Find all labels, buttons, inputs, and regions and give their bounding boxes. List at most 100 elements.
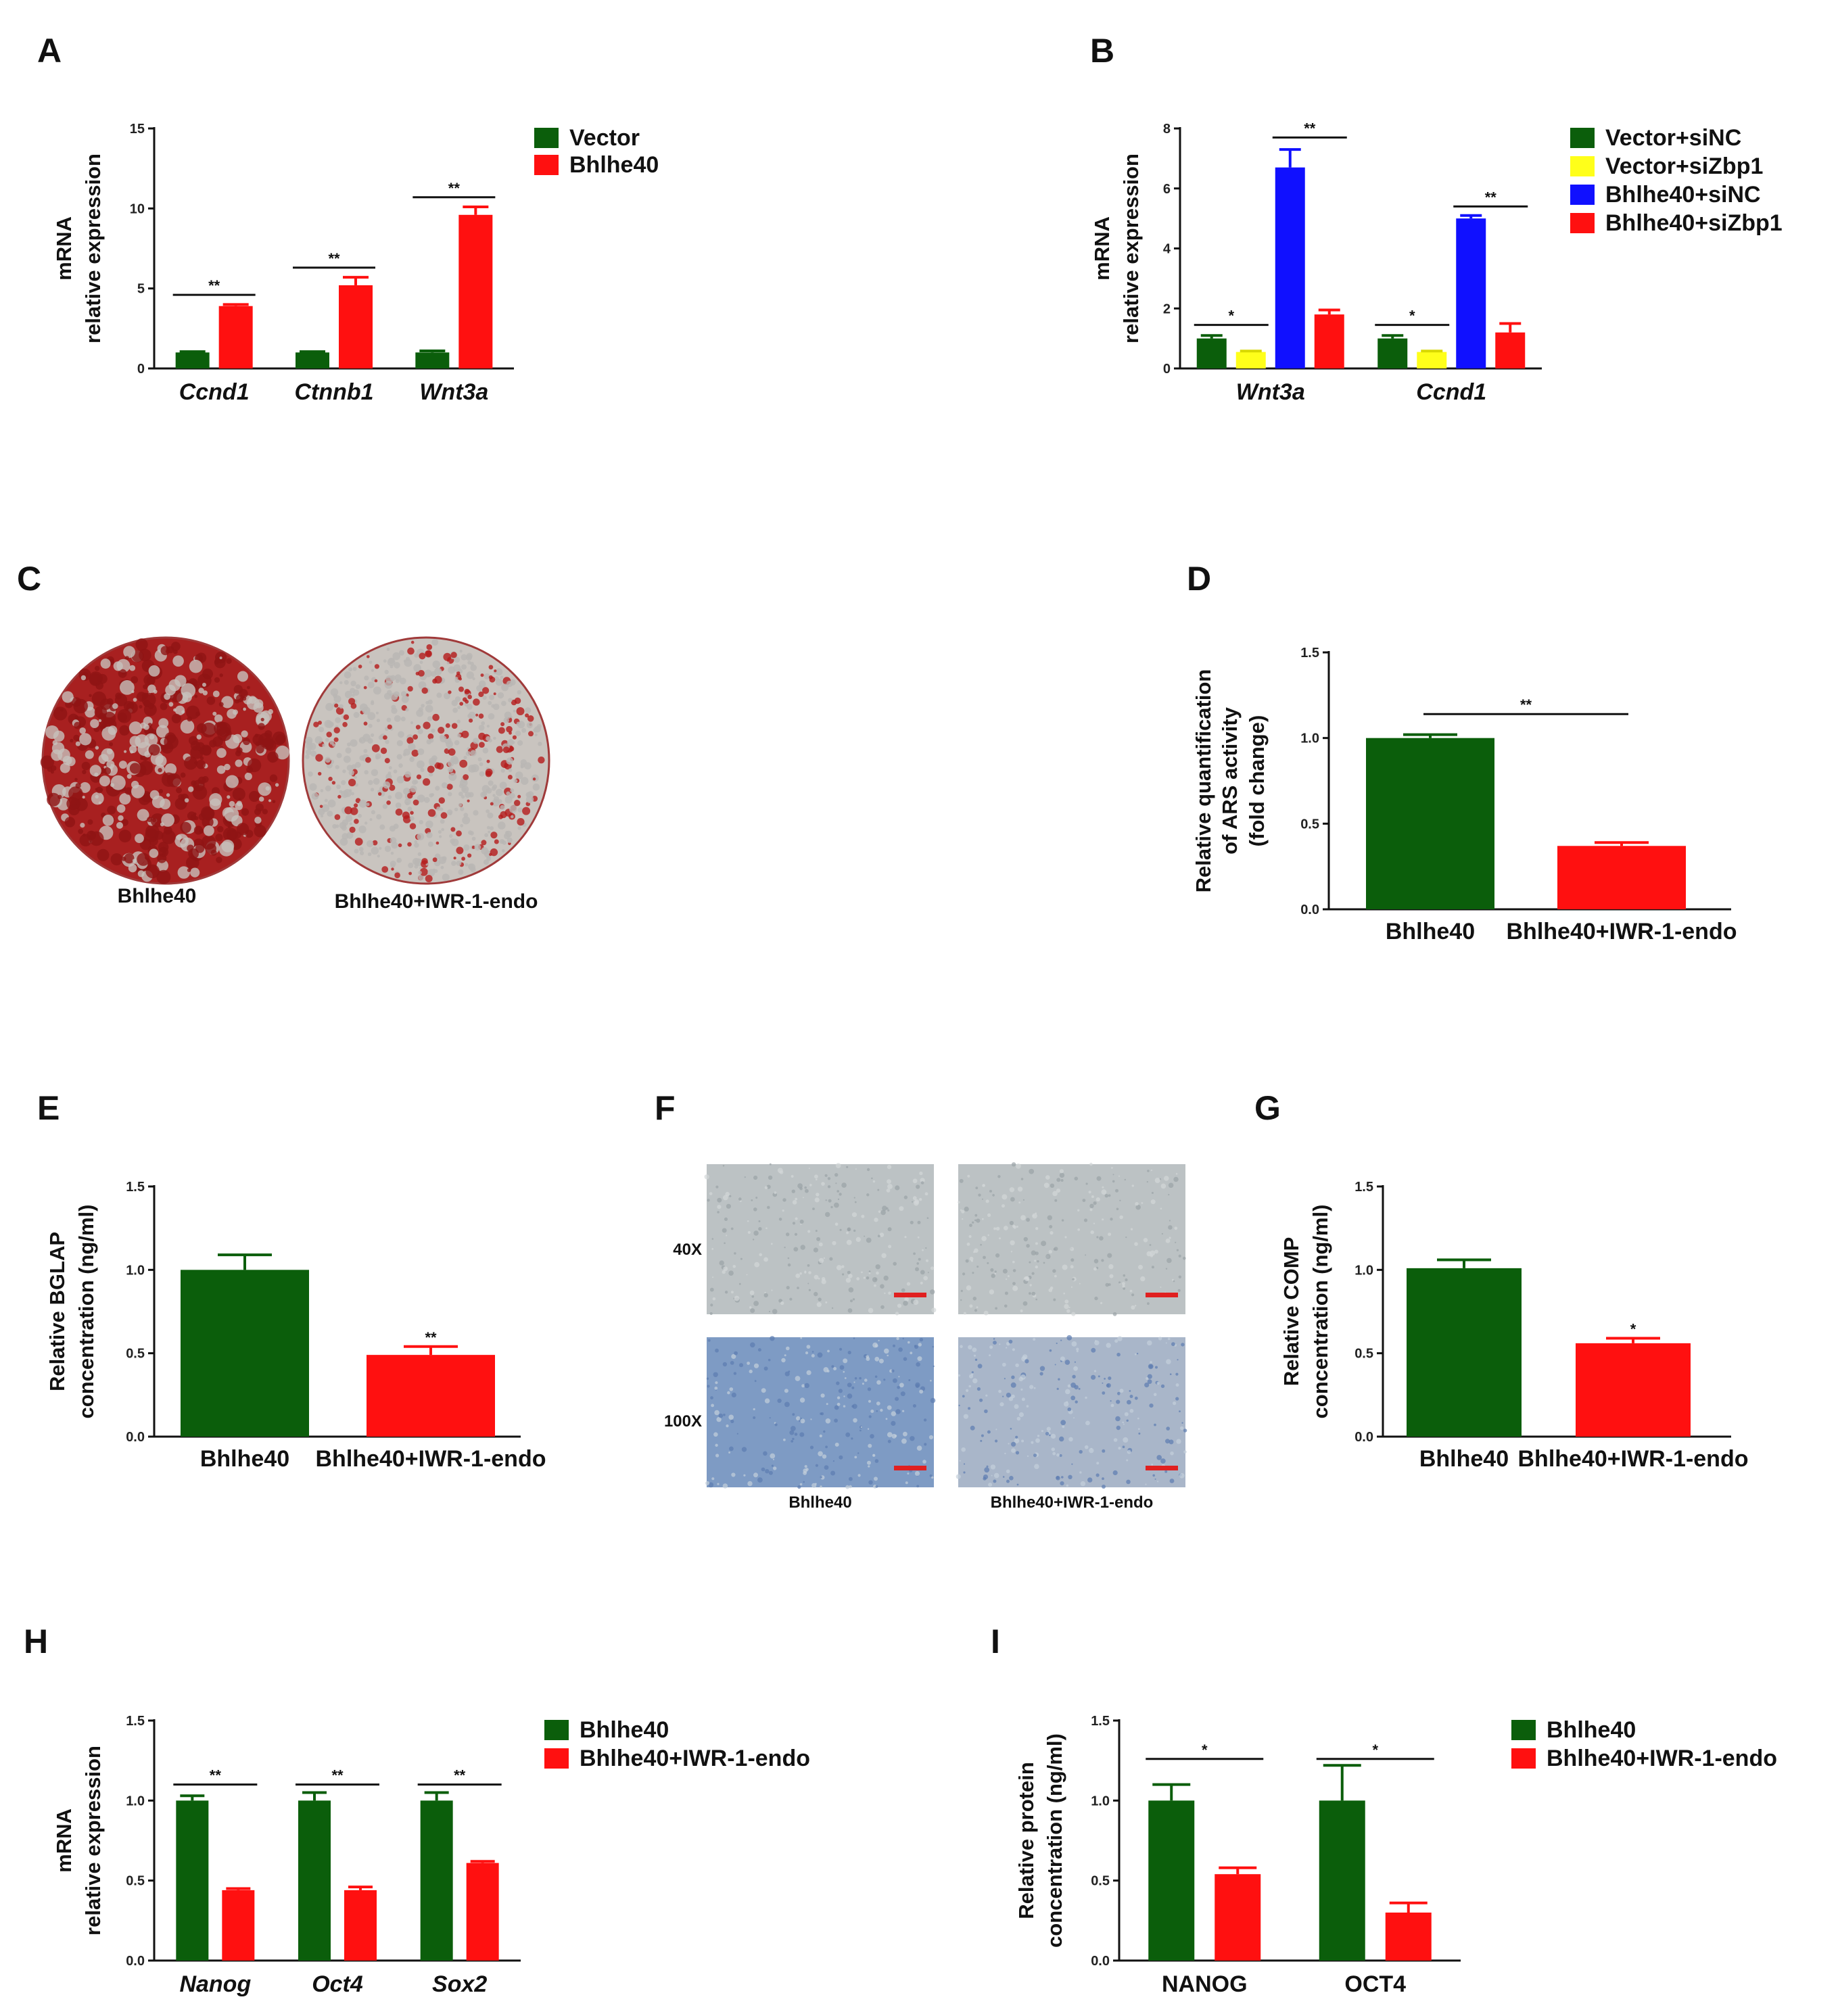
cell-speck	[847, 1383, 852, 1387]
y-tick-label: 0.0	[126, 1954, 145, 1969]
cell-speck	[847, 1393, 853, 1399]
y-axis-label: mRNA	[52, 216, 76, 281]
cell-speck	[793, 1247, 799, 1252]
cell-speck	[769, 1163, 772, 1166]
cell-speck	[1016, 1163, 1021, 1169]
cell-speck	[861, 1214, 865, 1218]
stain-speck	[457, 706, 461, 709]
stain-speck	[425, 650, 431, 657]
cell-speck	[1107, 1253, 1112, 1258]
cell-speck	[1102, 1391, 1106, 1395]
cell-speck	[872, 1277, 878, 1282]
cell-speck	[965, 1259, 969, 1263]
stain-speck	[244, 772, 252, 780]
cell-speck	[918, 1257, 921, 1261]
cell-speck	[961, 1447, 966, 1452]
stain-speck	[421, 687, 428, 694]
stain-speck	[403, 659, 407, 663]
stain-speck	[466, 671, 474, 679]
cell-speck	[836, 1402, 841, 1406]
stain-speck	[139, 648, 151, 662]
cell-speck	[786, 1346, 790, 1351]
cell-speck	[1018, 1412, 1024, 1418]
cell-speck	[963, 1463, 966, 1465]
cell-speck	[1079, 1471, 1082, 1474]
cell-speck	[857, 1474, 861, 1477]
stain-speck	[226, 828, 239, 840]
stain-speck	[492, 798, 500, 807]
x-tick-label: Oct4	[312, 1971, 363, 1997]
cell-speck	[887, 1405, 892, 1410]
stain-speck	[366, 840, 374, 848]
cell-speck	[974, 1309, 978, 1312]
stain-speck	[473, 738, 479, 744]
stain-speck	[481, 847, 489, 855]
cell-speck	[1156, 1382, 1160, 1385]
stain-speck	[70, 738, 74, 743]
cell-speck	[1167, 1337, 1171, 1341]
y-tick-label: 0.5	[126, 1347, 145, 1362]
stain-speck	[82, 796, 85, 799]
stain-speck	[454, 696, 461, 702]
stain-speck	[354, 761, 361, 768]
cell-speck	[901, 1288, 905, 1293]
cell-speck	[1018, 1201, 1021, 1204]
stain-speck	[187, 868, 191, 872]
cell-speck	[784, 1247, 786, 1249]
cell-speck	[821, 1182, 825, 1186]
cell-speck	[998, 1389, 1002, 1393]
stain-speck	[306, 749, 312, 755]
stain-speck	[254, 817, 262, 824]
cell-speck	[1076, 1350, 1079, 1353]
stain-speck	[325, 757, 331, 763]
cell-speck	[1179, 1410, 1181, 1413]
stain-speck	[423, 796, 430, 803]
cell-speck	[985, 1199, 989, 1203]
cell-speck	[852, 1403, 857, 1409]
cell-speck	[969, 1304, 973, 1308]
cell-speck	[1175, 1372, 1179, 1376]
y-axis-label: Relative COMP	[1279, 1237, 1303, 1387]
cell-speck	[1136, 1353, 1139, 1355]
stain-speck	[137, 809, 149, 821]
cell-speck	[984, 1409, 988, 1414]
cell-speck	[966, 1285, 972, 1291]
cell-speck	[1096, 1236, 1099, 1239]
cell-speck	[958, 1404, 960, 1407]
cell-speck	[877, 1189, 880, 1191]
cell-speck	[1114, 1339, 1118, 1343]
stain-speck	[350, 680, 356, 687]
stain-speck	[311, 792, 319, 800]
stain-speck	[124, 853, 135, 864]
cell-speck	[958, 1374, 961, 1377]
cell-speck	[901, 1438, 907, 1444]
cell-speck	[895, 1397, 899, 1401]
stain-speck	[383, 735, 387, 740]
stain-speck	[456, 861, 462, 866]
stain-speck	[387, 724, 392, 729]
stain-speck	[166, 773, 181, 788]
cell-speck	[1006, 1347, 1008, 1349]
stain-speck	[308, 742, 316, 750]
cell-speck	[973, 1354, 976, 1357]
cell-speck	[853, 1229, 856, 1232]
cell-speck	[1076, 1347, 1079, 1351]
cell-speck	[891, 1369, 895, 1373]
bar-bhlhe40	[181, 1270, 309, 1437]
cell-speck	[1059, 1454, 1062, 1457]
cell-speck	[993, 1338, 995, 1340]
y-tick-label: 0	[137, 362, 145, 377]
stain-speck	[427, 765, 435, 773]
stain-speck	[216, 765, 226, 774]
cell-speck	[1002, 1395, 1004, 1397]
stain-speck	[410, 811, 414, 815]
stain-speck	[227, 825, 231, 829]
cell-speck	[761, 1467, 765, 1472]
cell-speck	[833, 1367, 837, 1370]
cell-speck	[1131, 1305, 1135, 1310]
stain-speck	[85, 750, 94, 759]
cell-speck	[1070, 1382, 1076, 1388]
stain-speck	[171, 642, 181, 651]
stain-speck	[139, 761, 154, 775]
stain-speck	[218, 841, 234, 857]
